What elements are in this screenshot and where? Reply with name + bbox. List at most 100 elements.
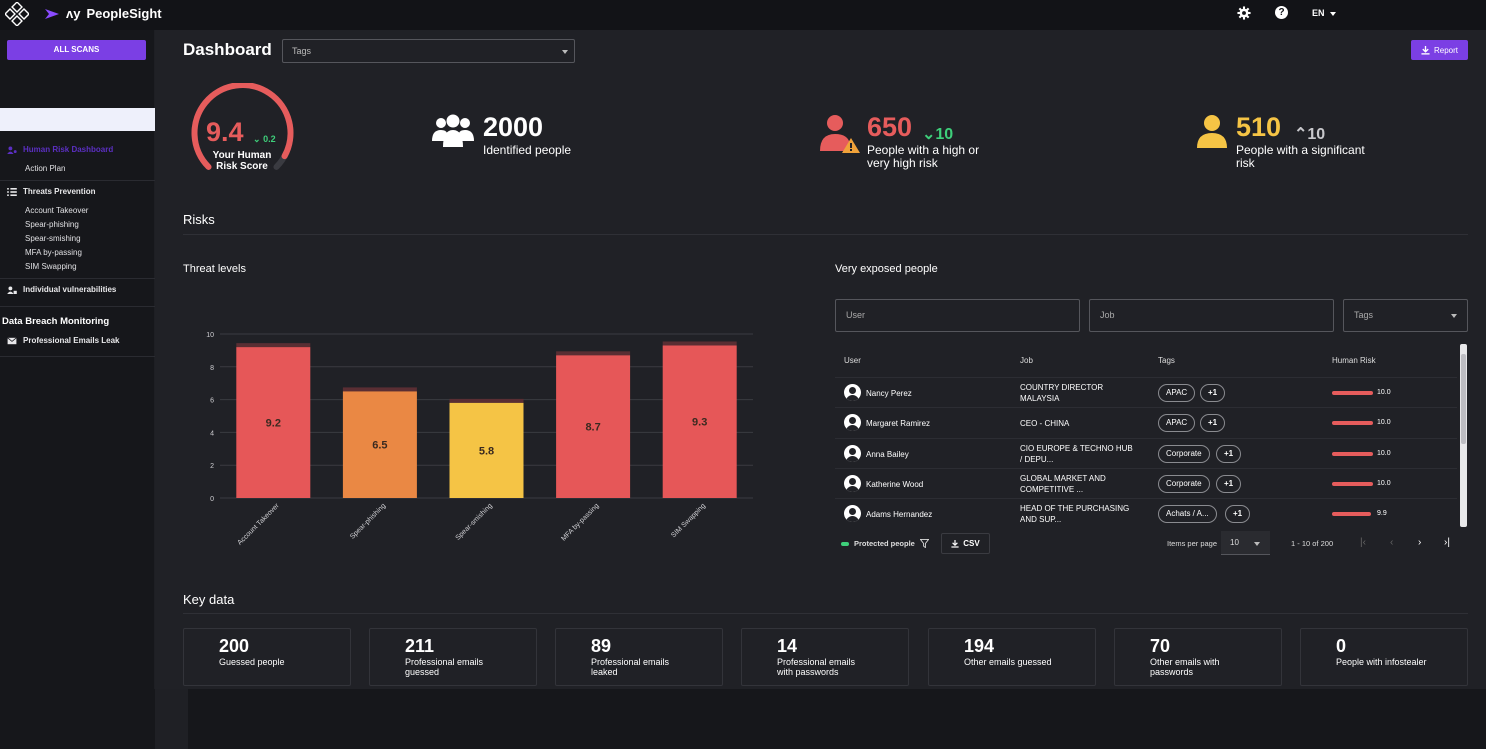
y-tick-label: 8 [210,365,214,372]
x-tick-label: Spear-smishing [455,502,494,541]
key-data-value: 14 [777,636,798,656]
threat-levels-title: Threat levels [183,263,246,275]
user-filter-input[interactable]: User [835,299,1080,332]
bar-cap [449,398,524,403]
job-line1: CEO - CHINA [1020,419,1070,428]
language-selector[interactable]: EN [1312,8,1337,18]
column-header-job[interactable]: Job [1020,356,1033,365]
y-tick-label: 6 [210,398,214,405]
arrow-down-icon: ⌄ [253,134,261,144]
previous-page-icon[interactable]: ‹ [1390,537,1394,548]
tags-select[interactable]: Tags [282,39,575,63]
table-row[interactable]: Adams Hernandez HEAD OF THE PURCHASING AN… [835,498,1457,528]
key-data-label-line1: Professional emails [777,657,856,667]
sidebar-item-action-plan[interactable]: Action Plan [25,164,66,173]
protected-people-toggle[interactable]: Protected people [841,539,929,548]
csv-label: CSV [963,539,980,548]
table-row[interactable]: Anna Bailey CIO EUROPE & TECHNO HUB / DEP… [835,438,1457,468]
sidebar-item-human-risk-dashboard-active[interactable] [0,108,155,131]
human-risk-value: 10.0 [1377,450,1391,457]
avatar [844,384,861,401]
tag-chip[interactable]: APAC [1158,384,1196,402]
more-tags-chip[interactable]: +1 [1200,384,1226,402]
sidebar-item-human-risk-dashboard[interactable]: Human Risk Dashboard [7,145,113,154]
all-scans-button[interactable]: ALL SCANS [7,40,146,60]
sidebar-item-label: Threats Prevention [23,187,96,196]
chevron-down-icon [1451,314,1457,318]
tags-filter-select[interactable]: Tags [1343,299,1468,332]
report-button-label: Report [1433,45,1458,55]
sidebar-divider [0,180,155,181]
table-scrollbar[interactable] [1460,344,1467,527]
csv-export-button[interactable]: CSV [941,533,990,554]
job-filter-input[interactable]: Job [1089,299,1334,332]
job-line1: CIO EUROPE & TECHNO HUB [1020,444,1133,453]
risk-score-delta-value: 0.2 [263,134,276,144]
help-icon[interactable]: ? [1275,6,1288,19]
sidebar-item-mfa-by-passing[interactable]: MFA by-passing [25,248,82,257]
bar [662,345,737,498]
sidebar-item-account-takeover[interactable]: Account Takeover [25,206,89,215]
sidebar-item-label: Human Risk Dashboard [23,145,114,154]
tag-chip[interactable]: APAC [1158,414,1196,432]
filter-icon[interactable] [919,539,929,548]
key-data-card: 89 Professional emails leaked [555,628,723,686]
key-data-label: People with infostealer [1336,657,1461,667]
user-name: Anna Bailey [866,450,909,459]
last-page-icon[interactable]: ›| [1444,537,1450,548]
table-row[interactable]: Margaret Ramirez CEO - CHINA APAC +1 10.… [835,407,1457,437]
table-row[interactable]: Nancy Perez COUNTRY DIRECTOR MALAYSIA APA… [835,377,1457,407]
bar-cap [342,387,417,392]
key-data-value: 89 [591,636,612,656]
sidebar-divider [0,306,155,307]
sidebar-item-individual-vulnerabilities[interactable]: Individual vulnerabilities [7,285,116,294]
y-tick-label: 10 [206,332,214,339]
tag-chip[interactable]: Corporate [1158,445,1210,463]
more-tags-chip[interactable]: +1 [1216,445,1242,463]
job-title: CEO - CHINA [1020,418,1150,429]
chevron-down-icon [1254,542,1260,546]
items-per-page-select[interactable]: 10 [1221,531,1270,555]
sidebar-item-sim-swapping[interactable]: SIM Swapping [25,262,77,271]
tag-chip[interactable]: Achats / A... [1158,505,1217,523]
column-header-user[interactable]: User [844,356,861,365]
report-button[interactable]: Report [1411,40,1468,60]
more-tags-chip[interactable]: +1 [1216,475,1242,493]
sidebar-item-spear-smishing[interactable]: Spear-smishing [25,234,81,243]
significant-risk-value: 510 [1236,112,1282,142]
sidebar-item-threats-prevention[interactable]: Threats Prevention [7,187,95,196]
column-header-human-risk[interactable]: Human Risk [1332,356,1376,365]
sidebar-item-spear-phishing[interactable]: Spear-phishing [25,220,79,229]
bar-cap [556,351,631,356]
top-bar: ʌy PeopleSight ? EN [0,0,1486,30]
first-page-icon[interactable]: |‹ [1360,537,1366,548]
high-risk-delta-value: 10 [935,126,954,143]
sidebar: ALL SCANS [0,30,155,689]
download-icon [951,539,959,548]
bar-value-label: 9.2 [266,418,281,430]
human-risk-bar [1332,482,1373,486]
chevron-down-icon [562,50,568,54]
bar-value-label: 9.3 [692,417,707,429]
y-tick-label: 2 [210,463,214,470]
sidebar-item-professional-emails-leak[interactable]: Professional Emails Leak [7,336,120,345]
items-per-page-value: 10 [1230,538,1239,547]
human-risk-bar [1332,512,1371,516]
diamond-grid-logo-icon[interactable] [5,2,29,26]
brand-prefix: ʌy [66,6,81,21]
next-page-icon[interactable]: › [1418,537,1422,548]
tag-chip[interactable]: Corporate [1158,475,1210,493]
key-data-label-line1: Other emails guessed [964,657,1052,667]
more-tags-chip[interactable]: +1 [1200,414,1226,432]
risk-score-value: 9.4 [206,117,244,147]
brand[interactable]: ʌy PeopleSight [44,6,162,21]
more-tags-chip[interactable]: +1 [1225,505,1251,523]
column-header-tags[interactable]: Tags [1158,356,1175,365]
gear-icon[interactable] [1237,6,1251,20]
bar-cap [662,341,737,346]
bar-value-label: 5.8 [479,445,494,457]
key-data-card: 70 Other emails with passwords [1114,628,1282,686]
table-row[interactable]: Katherine Wood GLOBAL MARKET AND COMPETIT… [835,468,1457,498]
key-data-value: 194 [964,636,995,656]
scrollbar-thumb[interactable] [1461,354,1466,444]
